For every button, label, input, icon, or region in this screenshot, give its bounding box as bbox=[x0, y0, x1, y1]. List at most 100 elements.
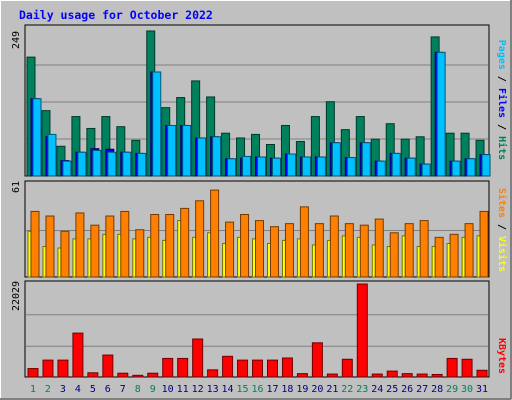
legend-part-2: Files bbox=[496, 88, 508, 118]
visits-series-legend: Sites / Visits bbox=[496, 188, 508, 272]
bar-sites-day-4 bbox=[75, 212, 85, 278]
bar-pages-day-20 bbox=[316, 156, 326, 177]
legend-part-1: / bbox=[496, 70, 507, 88]
bar-pages-day-1 bbox=[32, 98, 42, 177]
day-label-21: 21 bbox=[326, 384, 338, 395]
bar-pages-day-18 bbox=[286, 153, 296, 177]
legend-part-0: Pages bbox=[496, 40, 507, 70]
legend-part-4: Hits bbox=[496, 136, 508, 160]
bar-kbytes-day-8 bbox=[132, 374, 144, 378]
day-label-3: 3 bbox=[60, 384, 66, 395]
bar-kbytes-day-23 bbox=[356, 283, 368, 378]
bar-kbytes-day-21 bbox=[326, 373, 338, 378]
bar-pages-day-4 bbox=[77, 151, 87, 177]
day-label-31: 31 bbox=[476, 384, 488, 395]
bar-kbytes-day-20 bbox=[311, 342, 323, 378]
day-label-7: 7 bbox=[120, 384, 126, 395]
day-label-8: 8 bbox=[135, 384, 141, 395]
bar-sites-day-28 bbox=[434, 236, 444, 278]
day-label-28: 28 bbox=[431, 384, 443, 395]
bar-kbytes-day-2 bbox=[42, 359, 54, 378]
kbytes-ymax-label: 22029 bbox=[11, 281, 22, 311]
day-label-11: 11 bbox=[177, 384, 189, 395]
bar-sites-day-2 bbox=[45, 215, 55, 278]
day-label-30: 30 bbox=[461, 384, 473, 395]
day-label-2: 2 bbox=[45, 384, 51, 395]
bar-kbytes-day-17 bbox=[266, 359, 278, 378]
bar-sites-day-8 bbox=[135, 229, 145, 278]
day-label-27: 27 bbox=[416, 384, 428, 395]
day-label-13: 13 bbox=[207, 384, 219, 395]
bar-kbytes-day-28 bbox=[431, 373, 443, 378]
bar-kbytes-day-7 bbox=[117, 372, 129, 378]
chart-title: Daily usage for October 2022 bbox=[19, 8, 213, 22]
bar-pages-day-26 bbox=[406, 157, 416, 177]
day-label-16: 16 bbox=[251, 384, 263, 395]
day-label-29: 29 bbox=[446, 384, 458, 395]
bar-kbytes-day-5 bbox=[87, 372, 99, 378]
bar-kbytes-day-29 bbox=[446, 357, 458, 378]
kbytes-series-legend: KBytes bbox=[496, 338, 507, 374]
bar-sites-day-20 bbox=[314, 223, 324, 278]
legend-part-1: / bbox=[496, 218, 507, 236]
hits-series-legend: Pages / Files / Hits bbox=[496, 40, 508, 160]
bar-pages-day-7 bbox=[122, 151, 132, 177]
day-label-12: 12 bbox=[192, 384, 204, 395]
bar-pages-day-25 bbox=[391, 152, 401, 177]
bar-pages-day-31 bbox=[481, 154, 491, 177]
bar-kbytes-day-4 bbox=[72, 332, 84, 378]
bar-sites-day-17 bbox=[269, 226, 279, 278]
legend-part-0: Sites bbox=[496, 188, 508, 218]
bar-pages-day-11 bbox=[182, 124, 192, 177]
bar-kbytes-day-18 bbox=[281, 357, 293, 378]
bar-kbytes-day-1 bbox=[27, 368, 39, 378]
bar-pages-day-12 bbox=[197, 137, 207, 177]
bar-sites-day-23 bbox=[359, 224, 369, 278]
hits-ymax-label: 249 bbox=[11, 31, 22, 49]
panel-kbytes: 22029 KBytes bbox=[11, 280, 507, 378]
bar-pages-day-19 bbox=[301, 156, 311, 177]
bar-kbytes-day-31 bbox=[476, 369, 488, 378]
bar-sites-day-3 bbox=[60, 230, 70, 278]
day-label-26: 26 bbox=[401, 384, 413, 395]
bar-pages-day-27 bbox=[421, 163, 431, 177]
day-label-20: 20 bbox=[311, 384, 323, 395]
bar-pages-day-29 bbox=[451, 160, 461, 177]
bar-kbytes-day-14 bbox=[222, 355, 234, 378]
bar-kbytes-day-6 bbox=[102, 354, 114, 378]
day-label-23: 23 bbox=[356, 384, 368, 395]
visits-ymax-label: 61 bbox=[11, 181, 22, 193]
day-label-5: 5 bbox=[90, 384, 96, 395]
x-axis-day-labels: 1 2 3 4 5 6 7 8 9 10 11 12 13 14 15 16 17 18 19 20 21 22 23 24 2… bbox=[30, 384, 488, 395]
bar-pages-day-16 bbox=[257, 156, 267, 177]
bar-sites-day-25 bbox=[389, 232, 399, 278]
bar-pages-day-6 bbox=[107, 151, 117, 177]
day-label-9: 9 bbox=[150, 384, 156, 395]
bar-sites-day-11 bbox=[180, 207, 190, 278]
bar-sites-day-6 bbox=[105, 215, 115, 278]
bar-kbytes-day-30 bbox=[461, 358, 473, 378]
bar-pages-day-8 bbox=[137, 152, 147, 177]
day-label-19: 19 bbox=[296, 384, 308, 395]
day-label-17: 17 bbox=[266, 384, 278, 395]
bar-sites-day-14 bbox=[225, 221, 235, 278]
bar-sites-day-10 bbox=[165, 213, 175, 278]
bar-sites-day-29 bbox=[449, 233, 459, 278]
bar-kbytes-day-16 bbox=[252, 359, 264, 378]
bar-sites-day-12 bbox=[195, 200, 205, 278]
bar-sites-day-19 bbox=[299, 206, 309, 278]
bar-pages-day-2 bbox=[47, 133, 57, 177]
bar-pages-day-9 bbox=[152, 71, 162, 177]
bar-sites-day-16 bbox=[255, 220, 265, 278]
bar-sites-day-18 bbox=[284, 223, 294, 278]
bar-kbytes-day-12 bbox=[192, 338, 204, 378]
bar-sites-day-21 bbox=[329, 215, 339, 278]
bar-sites-day-7 bbox=[120, 210, 130, 278]
bar-kbytes-day-11 bbox=[177, 357, 189, 378]
bar-sites-day-13 bbox=[210, 189, 220, 278]
bar-kbytes-day-13 bbox=[207, 369, 219, 378]
bar-pages-day-28 bbox=[436, 51, 446, 177]
bar-sites-day-22 bbox=[344, 223, 354, 278]
panel-hits: 249 Pages / Files / Hits bbox=[11, 24, 508, 177]
legend-part-3: / bbox=[496, 118, 507, 136]
